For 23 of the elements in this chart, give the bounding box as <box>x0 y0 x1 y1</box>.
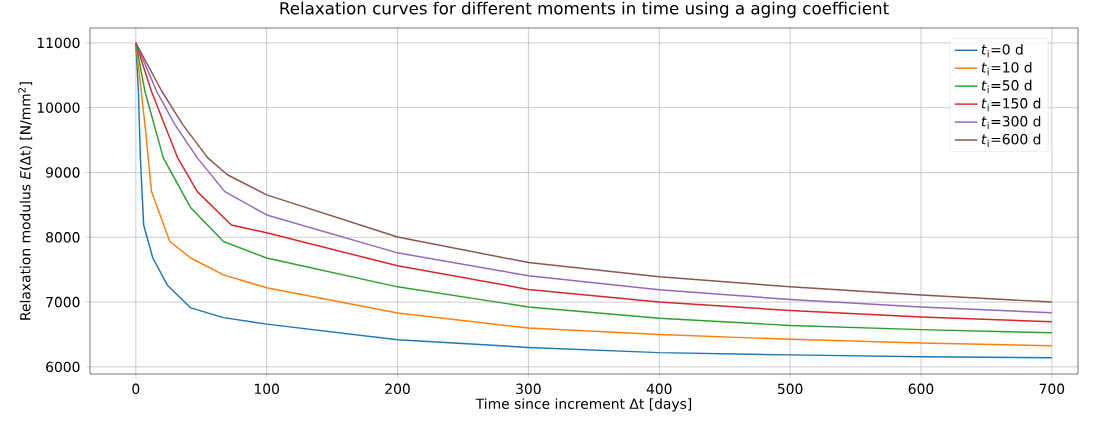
y-tick-label: 10000 <box>37 102 80 113</box>
x-tick-label: 700 <box>1039 383 1065 395</box>
x-tick-label: 100 <box>254 383 279 395</box>
legend-label: t$_{i}$=300 d <box>981 115 1041 130</box>
y-tick-label: 6000 <box>46 361 80 373</box>
x-tick-label: 500 <box>777 383 803 395</box>
legend-label: t$_{i}$=10 d <box>981 61 1032 76</box>
y-tick-label: 11000 <box>37 37 80 49</box>
x-tick-label: 600 <box>908 383 934 395</box>
y-tick-label: 9000 <box>46 167 80 178</box>
legend-label: t$_{i}$=50 d <box>981 79 1032 94</box>
chart-title: Relaxation curves for different moments in time using a aging coefficient <box>280 1 889 18</box>
legend-label: t$_{i}$=0 d <box>981 43 1023 58</box>
y-tick-label: 8000 <box>46 232 80 243</box>
x-axis-title: Time since increment Δt [days] <box>475 398 692 412</box>
y-tick-label: 7000 <box>46 296 80 308</box>
y-axis-title: Relaxation modulus E(Δt) [N/mm$^{2}$] <box>18 82 33 320</box>
x-tick-label: 300 <box>516 383 541 395</box>
x-tick-label: 200 <box>385 383 410 395</box>
legend-label: t$_{i}$=600 d <box>981 133 1041 148</box>
legend-label: t$_{i}$=150 d <box>981 97 1041 112</box>
x-tick-label: 0 <box>132 383 140 395</box>
x-tick-label: 400 <box>646 383 672 395</box>
